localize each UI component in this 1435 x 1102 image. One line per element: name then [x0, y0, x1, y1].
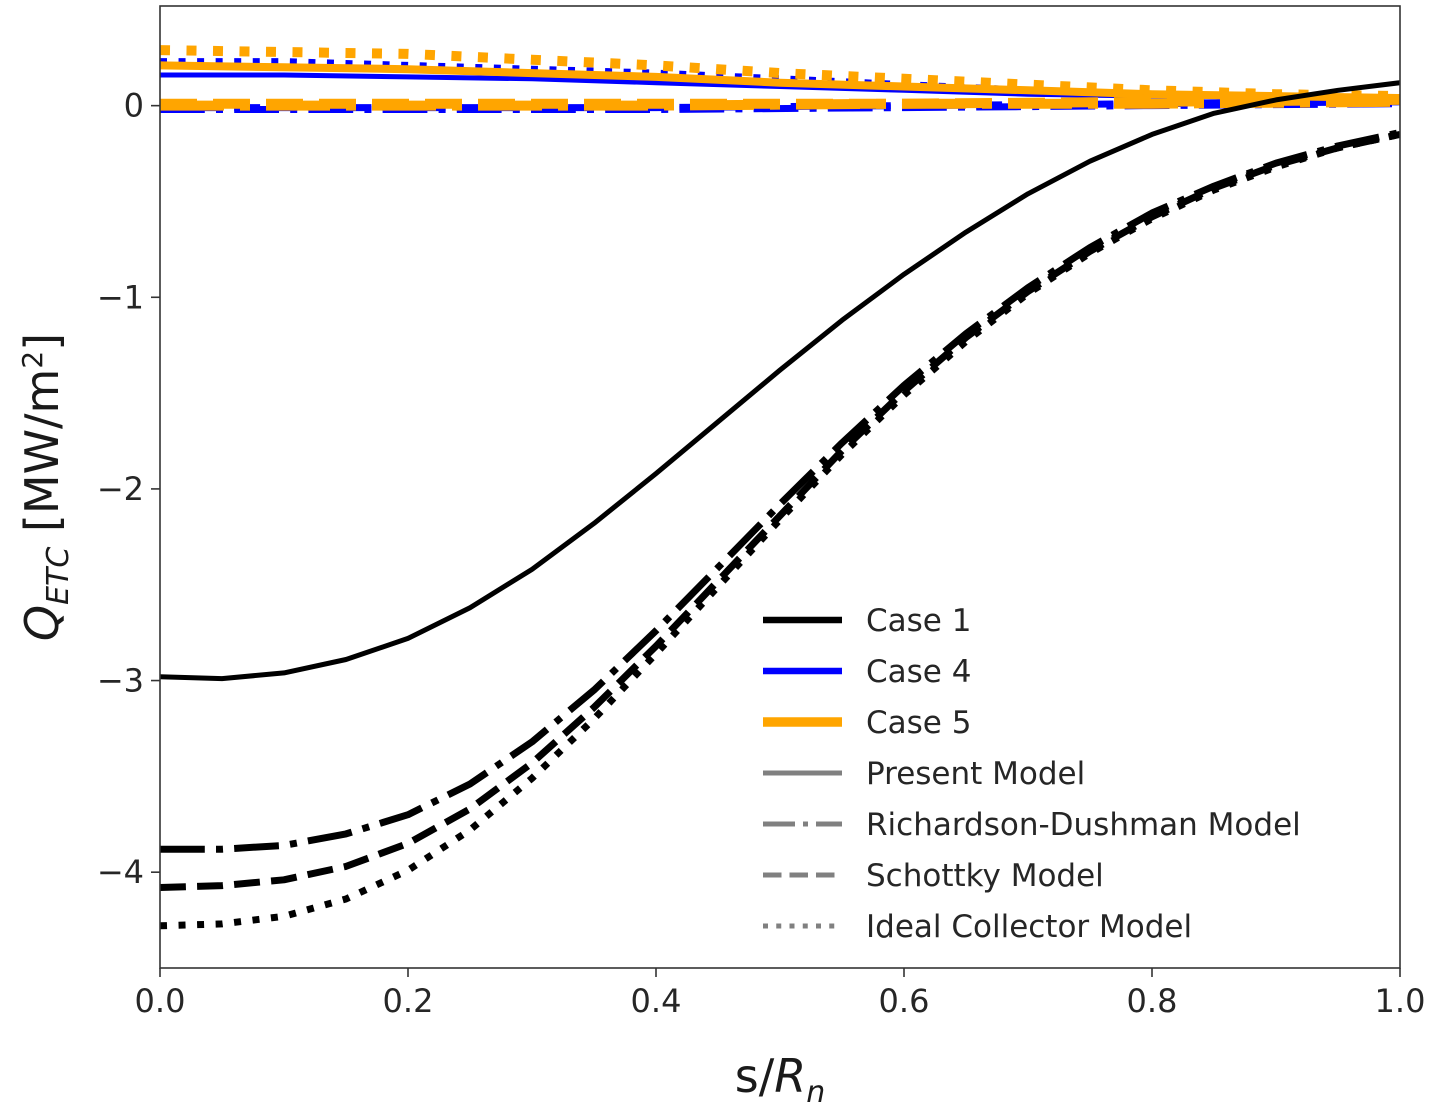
legend-label-present-model: Present Model	[866, 756, 1085, 792]
legend-label-schottky-model: Schottky Model	[866, 858, 1104, 894]
x-axis-label-sub: n	[806, 1075, 825, 1102]
x-axis-label: s/Rn	[735, 1049, 825, 1102]
legend-label-case-1: Case 1	[866, 603, 971, 639]
y-axis-label-italic: Q	[15, 605, 69, 641]
series-line-case-1-schottky-model	[160, 130, 1400, 891]
series-line-case-4-ideal-collector-model	[160, 58, 1400, 104]
x-tick-label: 0.4	[631, 982, 682, 1020]
y-tick-label: −3	[97, 662, 144, 700]
x-tick-label: 0.2	[383, 982, 434, 1020]
series-layer	[160, 45, 1400, 930]
y-tick-label: −4	[97, 853, 144, 891]
y-axis-label: QETC [MW/m2]	[15, 333, 76, 641]
y-tick-label: −1	[97, 278, 144, 316]
y-tick-label: −2	[97, 470, 144, 508]
series-line-case-5-present-model	[160, 61, 1400, 102]
x-tick-label: 0.0	[135, 982, 186, 1020]
legend: Case 1 Case 4 Case 5 Present Model Richardso…	[763, 603, 1301, 945]
legend-label-ideal-collector-model: Ideal Collector Model	[866, 909, 1192, 945]
legend-label-richardson-dushman-model: Richardson-Dushman Model	[866, 807, 1301, 843]
series-line-case-1-present-model	[160, 80, 1400, 682]
x-tick-label: 0.8	[1127, 982, 1178, 1020]
series-line-case-5-schottky-model	[160, 94, 1400, 109]
y-axis-label-sub: ETC	[41, 547, 76, 605]
legend-label-case-5: Case 5	[866, 705, 971, 741]
y-axis-label-unit-end: ]	[15, 333, 69, 351]
x-tick-label: 0.6	[879, 982, 930, 1020]
ticks-layer: 0.0 0.2 0.4 0.6 0.8 1.0 0 −1 −2 −3 −4	[97, 87, 1426, 1020]
y-tick-label: 0	[124, 87, 144, 125]
legend-label-case-4: Case 4	[866, 654, 971, 690]
series-line-case-1-richardson-dushman-model	[160, 129, 1400, 853]
series-line-case-5-ideal-collector-model	[160, 45, 1400, 102]
x-axis-label-main: s/	[735, 1049, 775, 1102]
plot-frame	[159, 5, 1401, 969]
x-axis-label-italic: R	[774, 1049, 806, 1102]
series-line-case-4-schottky-model	[160, 98, 1400, 112]
x-tick-label: 1.0	[1375, 982, 1426, 1020]
y-axis-label-unit: [MW/m	[15, 369, 69, 547]
y-axis-label-sup: 2	[16, 351, 49, 369]
